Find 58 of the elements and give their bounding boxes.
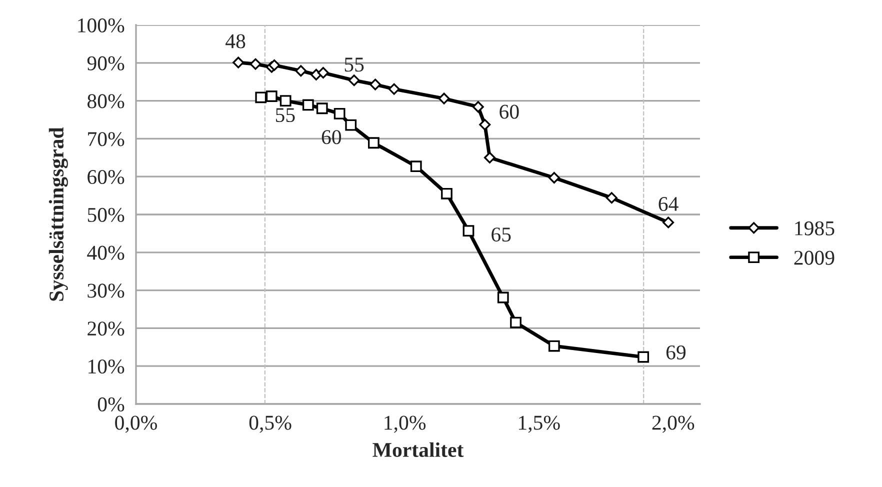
point <box>510 316 522 328</box>
point <box>548 172 560 184</box>
point <box>250 58 262 70</box>
y-tick-label: 30% <box>88 284 124 298</box>
y-tick-label: 50% <box>88 208 124 222</box>
point <box>268 59 280 71</box>
legend-label: 2009 <box>794 250 834 265</box>
annotation: 60 <box>322 130 342 144</box>
point <box>662 216 674 228</box>
point <box>255 92 267 104</box>
point <box>497 292 509 304</box>
annotation: 69 <box>666 345 686 360</box>
annotation: 55 <box>344 58 364 72</box>
point <box>348 74 360 86</box>
y-tick-label: 40% <box>87 246 124 260</box>
annotation: 48 <box>226 34 246 48</box>
point <box>266 90 278 102</box>
annotation: 65 <box>492 228 511 242</box>
point <box>368 137 380 149</box>
point <box>334 108 346 120</box>
annotation: 55 <box>276 108 295 122</box>
y-tick-label: 100% <box>78 18 124 32</box>
y-axis-title: Sysselsättningsgrad <box>48 127 68 301</box>
point <box>484 152 496 164</box>
point <box>302 99 314 111</box>
legend-label: 1985 <box>795 221 834 236</box>
annotation: 60 <box>500 104 519 119</box>
y-tick-label: 20% <box>88 322 124 336</box>
point <box>295 65 307 77</box>
y-tick-label: 90% <box>87 56 124 70</box>
x-tick-label: 2,0% <box>652 416 694 433</box>
point <box>438 92 450 104</box>
x-tick-label: 0,5% <box>249 416 292 433</box>
point <box>548 340 560 352</box>
point <box>232 56 244 68</box>
point <box>388 83 400 95</box>
point <box>472 101 484 113</box>
point <box>638 351 650 363</box>
y-tick-label: 60% <box>88 170 124 184</box>
annotation: 64 <box>658 197 678 212</box>
x-tick-label: 0,0% <box>115 416 157 433</box>
point <box>316 102 328 114</box>
point <box>345 119 357 131</box>
y-tick-label: 0% <box>98 397 124 412</box>
point <box>370 78 382 90</box>
x-axis-title: Mortalitet <box>372 442 464 457</box>
point <box>479 118 491 130</box>
point <box>462 225 474 236</box>
point <box>410 160 422 172</box>
x-tick-label: 1,0% <box>384 416 426 433</box>
x-tick-label: 1,5% <box>518 416 560 433</box>
y-tick-label: 10% <box>88 359 124 374</box>
point <box>441 188 452 200</box>
point <box>317 67 329 78</box>
y-tick-label: 70% <box>88 132 124 146</box>
point <box>606 192 618 204</box>
point <box>280 95 292 106</box>
y-tick-label: 80% <box>87 94 124 108</box>
